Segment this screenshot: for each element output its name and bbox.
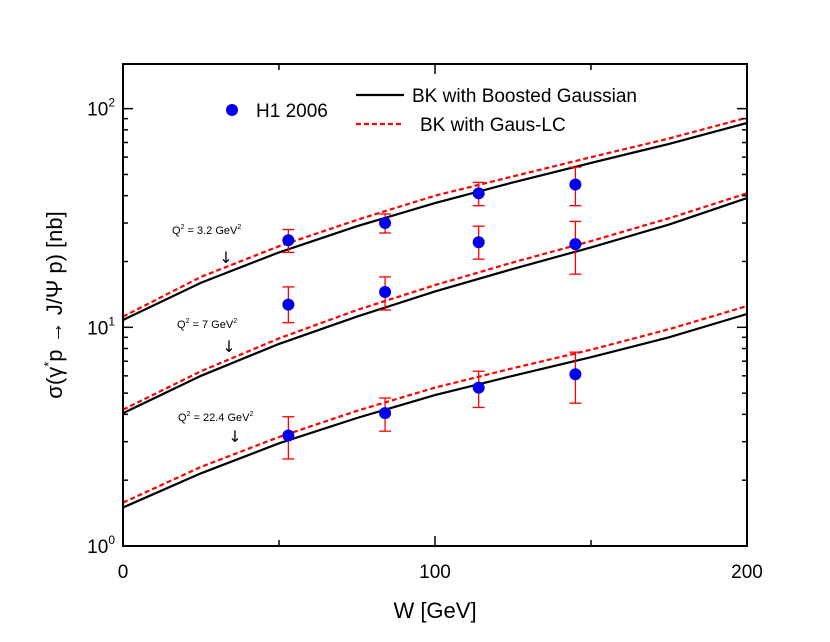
legend: H1 2006 BK with Boosted Gaussian BK with G… bbox=[226, 86, 637, 136]
axes bbox=[122, 63, 748, 547]
h1-data-point bbox=[379, 216, 392, 229]
q2-annotation-q7: Q2 = 7 GeV2 bbox=[177, 318, 237, 331]
y-tick-label: 102 bbox=[87, 96, 115, 121]
y-axis-title: σ(γ*p → J/Ψ p) [nb] bbox=[41, 211, 67, 398]
series-layer bbox=[122, 116, 748, 509]
h1-data-point bbox=[472, 381, 485, 394]
bk-boosted-gaussian-line-q32 bbox=[122, 121, 748, 321]
q2-arrow-q7: ↓ bbox=[222, 337, 235, 356]
h1-data-point bbox=[379, 286, 392, 299]
y-axis-title-superscript: * bbox=[41, 362, 56, 367]
plot-frame bbox=[122, 63, 748, 547]
y-axis-title-part-a: σ(γ bbox=[42, 367, 67, 399]
annotation-layer: Q2 = 3.2 GeV2 ↓ Q2 = 7 GeV2 ↓ Q2 = 22.4 GeV2… bbox=[172, 224, 253, 446]
bk-boosted-gaussian-line-q7 bbox=[122, 197, 748, 415]
y-tick-label: 101 bbox=[87, 314, 115, 339]
h1-data-point bbox=[472, 187, 485, 200]
bk-gaus-lc-line-q224 bbox=[122, 305, 748, 504]
legend-marker-h1 bbox=[226, 104, 238, 116]
legend-label-bk-gaus-lc: BK with Gaus-LC bbox=[420, 115, 566, 136]
q2-arrow-q32: ↓ bbox=[219, 248, 232, 267]
q2-arrow-q224: ↓ bbox=[228, 427, 241, 446]
h1-data-point bbox=[569, 238, 582, 251]
y-tick-label: 100 bbox=[87, 533, 115, 558]
x-tick-label: 100 bbox=[419, 562, 451, 583]
q2-annotation-q32: Q2 = 3.2 GeV2 bbox=[172, 224, 241, 237]
x-tick-label: 200 bbox=[731, 562, 763, 583]
h1-data-point bbox=[569, 178, 582, 191]
h1-data-point bbox=[472, 236, 485, 249]
q2-annotation-q224: Q2 = 22.4 GeV2 bbox=[178, 411, 253, 424]
h1-data-point bbox=[282, 234, 295, 247]
bk-gaus-lc-line-q32 bbox=[122, 116, 748, 318]
data-point-layer bbox=[282, 166, 582, 460]
bk-gaus-lc-line-q7 bbox=[122, 192, 748, 411]
y-axis-title-part-b: p → J/Ψ p) [nb] bbox=[42, 211, 67, 361]
legend-label-bk-boosted-gaussian: BK with Boosted Gaussian bbox=[412, 86, 637, 107]
x-tick-label: 0 bbox=[118, 562, 129, 583]
h1-data-point bbox=[282, 429, 295, 442]
h1-data-point bbox=[282, 298, 295, 311]
x-axis-title: W [GeV] bbox=[393, 598, 476, 623]
legend-label-h1: H1 2006 bbox=[256, 101, 328, 122]
bk-boosted-gaussian-line-q224 bbox=[122, 312, 748, 509]
h1-data-point bbox=[379, 407, 392, 420]
h1-data-point bbox=[569, 368, 582, 381]
